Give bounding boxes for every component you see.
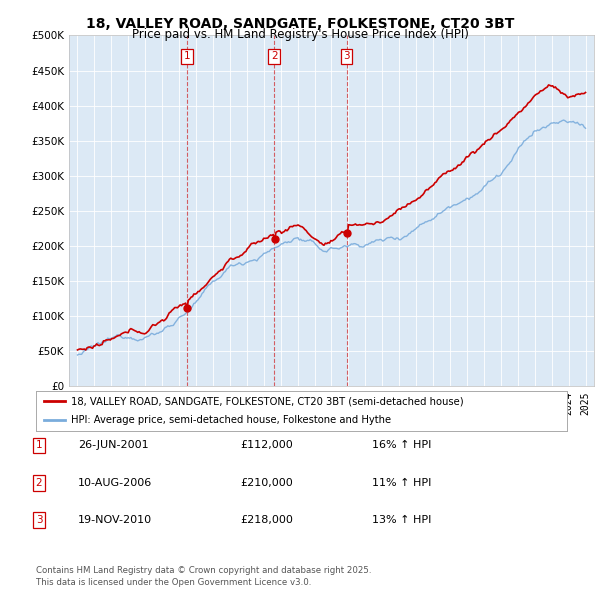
Text: 19-NOV-2010: 19-NOV-2010 — [78, 515, 152, 525]
Text: 3: 3 — [343, 51, 350, 61]
Text: Contains HM Land Registry data © Crown copyright and database right 2025.
This d: Contains HM Land Registry data © Crown c… — [36, 566, 371, 587]
Text: 2: 2 — [35, 478, 43, 487]
Text: 2: 2 — [271, 51, 277, 61]
Text: 16% ↑ HPI: 16% ↑ HPI — [372, 441, 431, 450]
Text: HPI: Average price, semi-detached house, Folkestone and Hythe: HPI: Average price, semi-detached house,… — [71, 415, 391, 425]
Text: £218,000: £218,000 — [240, 515, 293, 525]
Text: 13% ↑ HPI: 13% ↑ HPI — [372, 515, 431, 525]
Text: 1: 1 — [35, 441, 43, 450]
Text: £210,000: £210,000 — [240, 478, 293, 487]
Text: 10-AUG-2006: 10-AUG-2006 — [78, 478, 152, 487]
Text: 18, VALLEY ROAD, SANDGATE, FOLKESTONE, CT20 3BT: 18, VALLEY ROAD, SANDGATE, FOLKESTONE, C… — [86, 17, 514, 31]
Text: 18, VALLEY ROAD, SANDGATE, FOLKESTONE, CT20 3BT (semi-detached house): 18, VALLEY ROAD, SANDGATE, FOLKESTONE, C… — [71, 396, 463, 407]
Text: 1: 1 — [184, 51, 191, 61]
Text: 3: 3 — [35, 515, 43, 525]
Text: £112,000: £112,000 — [240, 441, 293, 450]
Text: 26-JUN-2001: 26-JUN-2001 — [78, 441, 149, 450]
Text: Price paid vs. HM Land Registry's House Price Index (HPI): Price paid vs. HM Land Registry's House … — [131, 28, 469, 41]
Text: 11% ↑ HPI: 11% ↑ HPI — [372, 478, 431, 487]
